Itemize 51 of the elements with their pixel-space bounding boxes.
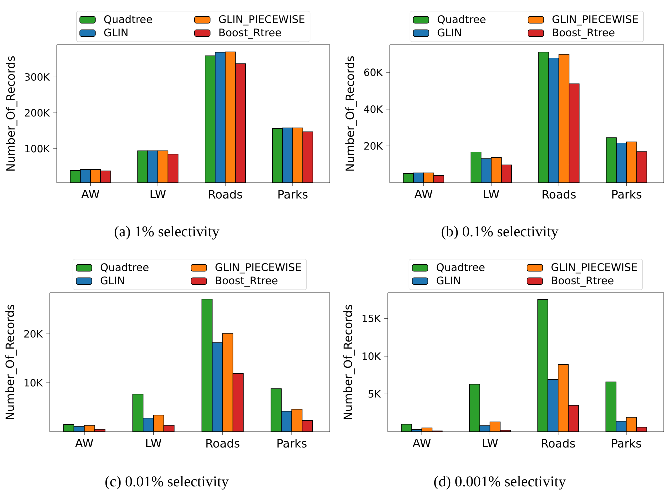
legend-label: GLIN xyxy=(104,28,128,37)
x-tick-label: AW xyxy=(75,439,94,448)
legend-label: Boost_Rtree xyxy=(552,276,614,287)
y-tick-label: 10K xyxy=(362,352,382,360)
legend-label: GLIN xyxy=(100,276,124,285)
x-tick-label: Parks xyxy=(278,438,307,448)
x-tick-label: AW xyxy=(82,190,100,198)
x-tick-label: Roads xyxy=(542,438,576,448)
legend-label: Quadtree xyxy=(100,263,149,273)
y-tick-label: 100K xyxy=(26,145,50,153)
y-tick-label: 200K xyxy=(25,109,50,117)
text: (a) 1% selectivity xyxy=(114,226,220,240)
legend-label: GLIN xyxy=(436,276,460,285)
x-tick-label: LW xyxy=(484,190,500,198)
legend-label: Boost_Rtree xyxy=(220,28,282,39)
y-tick-label: 10K xyxy=(24,379,44,387)
y-axis-title: Number_Of_Records xyxy=(344,305,355,420)
y-axis-title: Number_Of_Records xyxy=(346,56,357,171)
legend-label: GLIN_PIECEWISE xyxy=(552,15,638,26)
x-tick-label: LW xyxy=(146,439,162,448)
legend-label: GLIN xyxy=(438,28,462,37)
legend-label: Quadtree xyxy=(104,15,152,25)
legend-label: Quadtree xyxy=(436,263,485,273)
y-tick-label: 40K xyxy=(364,106,384,114)
x-tick-label: Roads xyxy=(542,190,576,199)
y-tick-label: 300K xyxy=(25,73,50,82)
legend-label: Boost_Rtree xyxy=(216,276,278,287)
x-tick-label: Parks xyxy=(612,190,642,199)
y-tick-label: 20K xyxy=(364,142,384,150)
x-tick-label: LW xyxy=(150,190,166,198)
y-tick-label: 60K xyxy=(364,68,384,76)
x-tick-label: AW xyxy=(412,439,431,448)
y-tick-label: 20K xyxy=(24,330,44,338)
legend-label: GLIN_PIECEWISE xyxy=(216,263,302,274)
y-axis-title: Number_Of_Records xyxy=(6,56,18,171)
x-tick-label: LW xyxy=(483,439,498,448)
x-tick-label: Parks xyxy=(278,190,308,199)
y-tick-label: 5K xyxy=(368,390,382,398)
text: (b) 0.1% selectivity xyxy=(442,226,559,240)
y-axis-title: Number_Of_Records xyxy=(6,305,17,420)
x-tick-label: Roads xyxy=(206,438,240,448)
x-tick-label: AW xyxy=(414,190,433,198)
legend-label: Quadtree xyxy=(438,15,486,25)
y-tick-label: 15K xyxy=(362,314,382,322)
legend-label: GLIN_PIECEWISE xyxy=(219,15,305,26)
legend-label: GLIN_PIECEWISE xyxy=(552,263,638,274)
text: (c) 0.01% selectivity xyxy=(106,476,229,490)
legend-label: Boost_Rtree xyxy=(553,28,615,39)
x-tick-label: Roads xyxy=(209,190,242,199)
x-tick-label: Parks xyxy=(612,438,642,448)
text: (d) 0.001% selectivity xyxy=(434,476,566,490)
